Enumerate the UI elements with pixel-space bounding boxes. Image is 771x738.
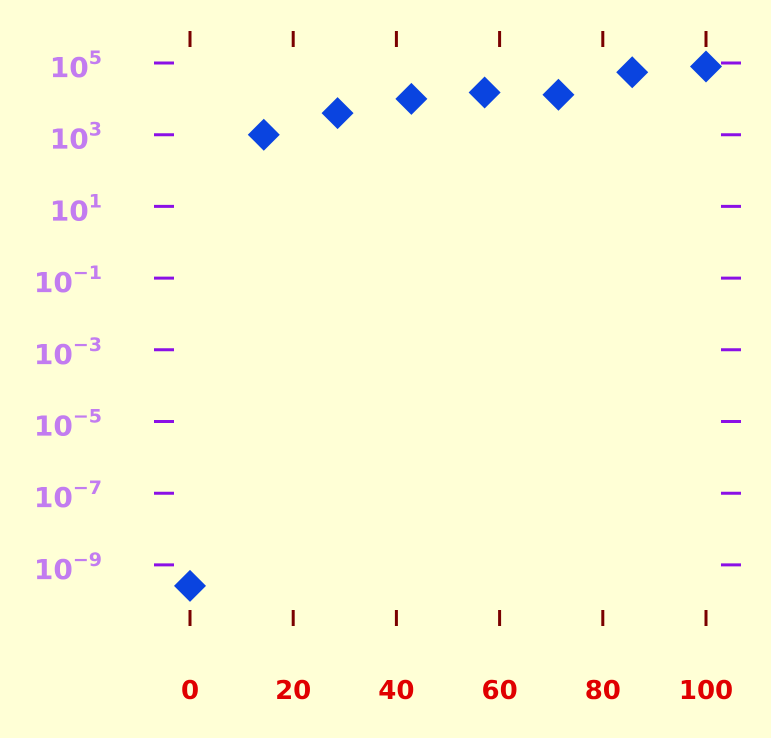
x-tick-label: 0 [181, 676, 199, 706]
y-tick-label: 105 [50, 47, 102, 84]
data-point-diamond [321, 97, 354, 130]
y-tick-label: 10−5 [34, 406, 102, 443]
data-point-diamond [174, 569, 206, 602]
y-tick-label: 10−1 [34, 262, 102, 299]
data-point-diamond [690, 50, 722, 83]
data-point-diamond [542, 78, 575, 111]
y-tick-label: 101 [50, 190, 102, 227]
data-point-diamond [395, 82, 428, 115]
x-tick-label: 60 [482, 676, 518, 706]
y-tick-label: 10−3 [34, 334, 102, 371]
y-tick-label: 10−9 [34, 549, 102, 586]
x-tick-label: 20 [275, 676, 311, 706]
x-tick-label: 80 [585, 676, 621, 706]
data-point-diamond [616, 56, 649, 89]
x-tick-label: 100 [679, 676, 733, 706]
x-tick-label: 40 [378, 676, 414, 706]
data-point-diamond [247, 118, 280, 151]
data-point-diamond [468, 76, 501, 109]
y-tick-label: 103 [50, 119, 102, 156]
x-ticks: 0 20 40 60 80 100 [181, 31, 733, 706]
data-points [174, 50, 722, 602]
y-ticks: 105 103 101 10−1 10−3 10−5 10−7 10−9 [34, 47, 741, 586]
y-tick-label: 10−7 [34, 477, 102, 514]
